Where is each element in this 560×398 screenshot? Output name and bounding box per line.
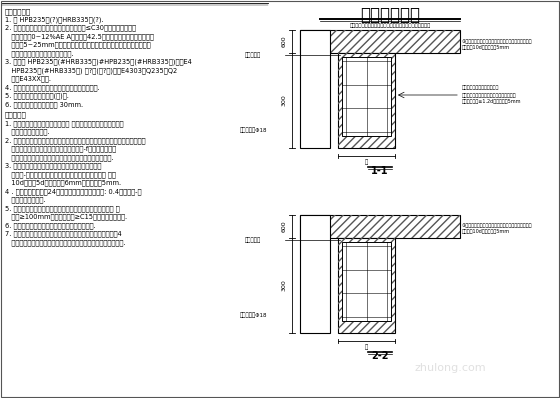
Text: 锚液长度10d，孔径最小5mm: 锚液长度10d，孔径最小5mm (462, 45, 510, 51)
Text: 直距接，孔径≥1.2d，孔径最小5mm: 直距接，孔径≥1.2d，孔径最小5mm (462, 100, 521, 105)
Text: 4. 各连接部位的配筋保持同级，必须确保钢筋连接.: 4. 各连接部位的配筋保持同级，必须确保钢筋连接. (5, 84, 100, 91)
Bar (300, 30, 460, 53)
Text: 一道竖-绑扎，加固时注意，做好施工资料管理，细距 钻孔: 一道竖-绑扎，加固时注意，做好施工资料管理，细距 钻孔 (5, 171, 116, 178)
Text: 新旧混凝土接触面均满足对抗: 新旧混凝土接触面均满足对抗 (462, 86, 500, 90)
Text: 原梁底筋位: 原梁底筋位 (245, 237, 262, 243)
Text: 1. 施工时应认真核对地，施工之前 验收柱头，检查对接整筋，接: 1. 施工时应认真核对地，施工之前 验收柱头，检查对接整筋，接 (5, 120, 124, 127)
Text: ①植筋直在现场按图施工前，先要获得混凝土表面层厚: ①植筋直在现场按图施工前，先要获得混凝土表面层厚 (462, 39, 533, 43)
Text: 锚: 锚 (365, 344, 368, 349)
Text: 锚液长度10d，孔径最小5mm: 锚液长度10d，孔径最小5mm (462, 230, 510, 234)
Text: HPB235级(#HRB335级) 框?材(框?材)焊剂E4303及Q235和Q2: HPB235级(#HRB335级) 框?材(框?材)焊剂E4303及Q235和Q… (5, 67, 178, 74)
Text: ①植筋直在现场按图施工前，先要获得混凝土表面层厚: ①植筋直在现场按图施工前，先要获得混凝土表面层厚 (462, 222, 533, 228)
Text: 4 . 植筋时，胶接固化24小时后取出进行施工，钎间: 0.4孔径最大-各: 4 . 植筋时，胶接固化24小时后取出进行施工，钎间: 0.4孔径最大-各 (5, 188, 142, 195)
Text: zhulong.com: zhulong.com (414, 363, 486, 373)
Text: 3. 焊条续 HPB235级(#HRB335级)#HPB235级(#HRB335级)焊剂E4: 3. 焊条续 HPB235级(#HRB335级)#HPB235级(#HRB335… (5, 59, 192, 65)
Text: 600: 600 (282, 220, 287, 232)
Text: 扎钢筋，按照规范规定要求下设置，加上原梁，不得损毁.: 扎钢筋，按照规范规定要求下设置，加上原梁，不得损毁. (5, 154, 114, 161)
Text: 10d，孔距5d，最细最小6mm，最细最大5mm.: 10d，孔距5d，最细最小6mm，最细最大5mm. (5, 179, 121, 186)
Text: 一、材料说明: 一、材料说明 (5, 8, 31, 15)
Bar (342, 242, 391, 321)
Text: 梁加固施工图: 梁加固施工图 (360, 6, 420, 24)
Text: 锚: 锚 (365, 159, 368, 165)
Text: 开粒径5~25mm为，并按照规范的表面处理，混凝土拌制时调整纤维混: 开粒径5~25mm为，并按照规范的表面处理，混凝土拌制时调整纤维混 (5, 41, 151, 48)
Text: 必须满足设计要求.: 必须满足设计要求. (5, 197, 45, 203)
Text: 浆填缝泡沫0~12%AE A级，粗砂42.5标准砂拌和，细骨料粒径，拨: 浆填缝泡沫0~12%AE A级，粗砂42.5标准砂拌和，细骨料粒径，拨 (5, 33, 154, 40)
Text: 加固梁配筋Φ18: 加固梁配筋Φ18 (240, 312, 268, 318)
Text: 1-1: 1-1 (371, 166, 389, 176)
Bar (300, 215, 460, 238)
Text: 凝土的配合比加适量的缓凝减水剂.: 凝土的配合比加适量的缓凝减水剂. (5, 50, 73, 57)
Text: 新旧混凝土按对旧混凝土强度等级满足要求: 新旧混凝土按对旧混凝土强度等级满足要求 (462, 92, 517, 98)
Text: 不得出现钢筋的植筋化学对施工的影响，确定其质量的严格施工.: 不得出现钢筋的植筋化学对施工的影响，确定其质量的严格施工. (5, 239, 125, 246)
Bar (338, 238, 395, 333)
Text: 2. 加固施工时，先凿除松散混凝土，垫层须凿毛（梁的垫层）按既有图，直至: 2. 加固施工时，先凿除松散混凝土，垫层须凿毛（梁的垫层）按既有图，直至 (5, 137, 146, 144)
Text: 受任何可行上述施工.: 受任何可行上述施工. (5, 129, 49, 135)
Bar (300, 215, 460, 238)
Bar (338, 53, 395, 148)
Text: 5. 加固截面植筋保证锚固(锁)筋.: 5. 加固截面植筋保证锚固(锁)筋. (5, 92, 69, 99)
Bar (300, 215, 330, 333)
Bar (342, 57, 391, 136)
Text: 达到≥100mm起，最细最大≥C15级，确保施工检验.: 达到≥100mm起，最细最大≥C15级，确保施工检验. (5, 213, 127, 220)
Text: （对断面尺寸较小但满足钢筋配置计算要求的下部梁柱墙）: （对断面尺寸较小但满足钢筋配置计算要求的下部梁柱墙） (349, 23, 431, 28)
Bar (300, 30, 460, 53)
Text: 1. 钢 HPB235级(?)；HRB335级(?).: 1. 钢 HPB235级(?)；HRB335级(?). (5, 16, 104, 23)
Text: 6. 加配钢筋固结混凝土加固施工，确保钢筋固结.: 6. 加配钢筋固结混凝土加固施工，确保钢筋固结. (5, 222, 96, 228)
Text: 3. 植筋，绑扎绑，扎，绑，施加时作，不允许一道上: 3. 植筋，绑扎绑，扎，绑，施加时作，不允许一道上 (5, 162, 101, 169)
Text: 300: 300 (282, 95, 287, 106)
Text: 加固梁配筋Φ18: 加固梁配筋Φ18 (240, 127, 268, 133)
Text: 600: 600 (282, 36, 287, 47)
Text: 2. 浇筑混凝土前，应对原构件凿毛，缝隙宽≤C30级混凝土，环氧砂: 2. 浇筑混凝土前，应对原构件凿毛，缝隙宽≤C30级混凝土，环氧砂 (5, 25, 136, 31)
Text: 钢板E43XX钢筋.: 钢板E43XX钢筋. (5, 76, 51, 82)
Text: 5. 施行时，基础的特验，混凝土固，结构钢筋通过验收以各 且: 5. 施行时，基础的特验，混凝土固，结构钢筋通过验收以各 且 (5, 205, 120, 212)
Text: 原梁底筋位: 原梁底筋位 (245, 52, 262, 58)
Text: 300: 300 (282, 280, 287, 291)
Text: 6. 各构件植筋的保护层厚度 30mm.: 6. 各构件植筋的保护层厚度 30mm. (5, 101, 83, 107)
Text: 二、施工注: 二、施工注 (5, 111, 27, 118)
Text: 7. 植筋施工时应做到按照规范植筋施工做法，采用化学植筋时4: 7. 植筋施工时应做到按照规范植筋施工做法，采用化学植筋时4 (5, 230, 122, 237)
Text: 上部拆除完毕（节下道竖向截面的植筋用-f），柱筋绑扎结: 上部拆除完毕（节下道竖向截面的植筋用-f），柱筋绑扎结 (5, 146, 116, 152)
Text: 2-2: 2-2 (371, 351, 389, 361)
Bar (338, 238, 395, 333)
Bar (338, 53, 395, 148)
Bar (300, 30, 330, 148)
